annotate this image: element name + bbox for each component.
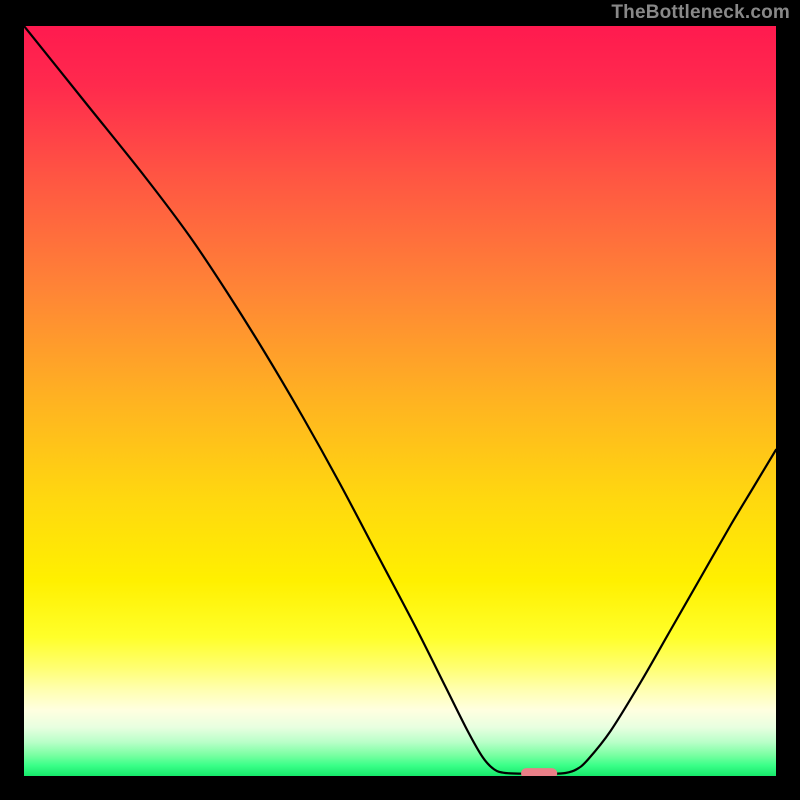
- bottleneck-chart-svg: [24, 26, 776, 776]
- chart-frame: TheBottleneck.com: [0, 0, 800, 800]
- chart-background: [24, 26, 776, 776]
- optimal-marker: [521, 768, 557, 776]
- watermark-text: TheBottleneck.com: [611, 2, 790, 24]
- plot-area: [24, 26, 776, 776]
